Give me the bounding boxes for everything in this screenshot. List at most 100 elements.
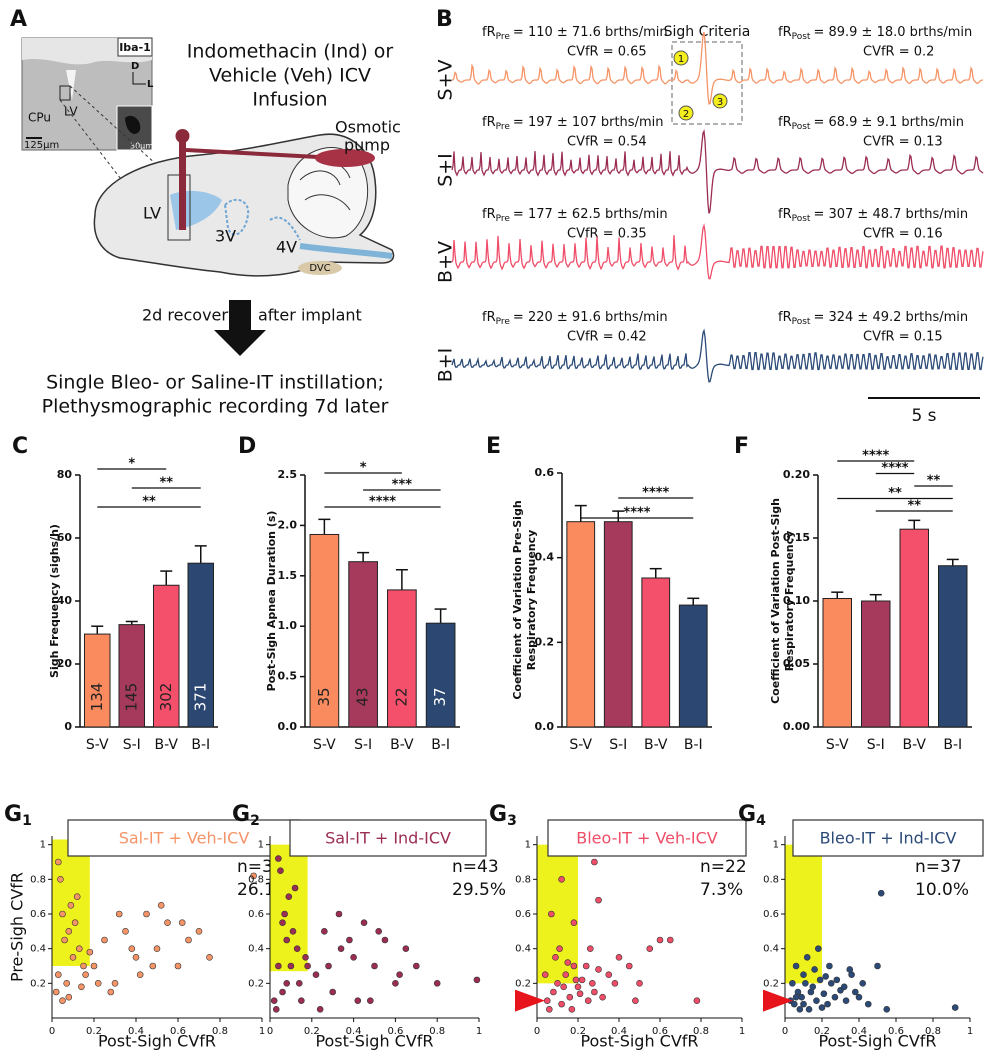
time-scale-label: 5 s — [911, 406, 936, 426]
scatter-point — [574, 983, 582, 991]
cannula — [179, 140, 186, 230]
y-tick-label: 1.5 — [278, 569, 298, 582]
scatter-point — [375, 928, 382, 935]
scatter-point — [157, 902, 165, 909]
scatter-point — [291, 884, 299, 892]
rate-text: fRPre = 197 ± 107 brths/min — [482, 115, 663, 132]
scatter-point — [275, 962, 282, 970]
rate-subscript: Post — [792, 317, 811, 327]
scatter-point — [153, 945, 161, 952]
scatter-point — [560, 983, 567, 991]
title-box — [792, 819, 984, 857]
scatter-point — [790, 1000, 798, 1008]
rate-value: = 197 ± 107 brths/min — [513, 115, 664, 130]
x-tick-label: 0 — [49, 1026, 55, 1037]
percent-label: 7.3% — [700, 880, 743, 900]
y-tick-label: 1.0 — [278, 619, 298, 632]
region-label: 3V — [215, 227, 236, 246]
x-axis-label: Post-Sigh CVfR — [315, 1032, 433, 1050]
scatter-point — [57, 876, 64, 883]
x-tick-label: 0.8 — [925, 1026, 941, 1037]
scatter-point — [883, 1006, 891, 1013]
scatter-point — [615, 954, 623, 961]
scatter-point — [877, 889, 885, 897]
y-tick-label: 20 — [57, 657, 73, 670]
scatter-point — [402, 945, 410, 952]
bar-count-label: 145 — [122, 683, 140, 712]
criteria-number: 2 — [683, 109, 689, 120]
scatter-point — [54, 858, 62, 866]
rate-symbol: fR — [482, 310, 496, 325]
criteria-number: 1 — [678, 54, 684, 65]
y-tick-label: 40 — [57, 594, 73, 607]
y-tick-label: 0.6 — [515, 909, 531, 920]
panel-a: A Iba-1 D L CPu LV 125µm 30µm Indomethac… — [10, 7, 401, 418]
x-tick-label: 0 — [534, 1026, 540, 1037]
bar-count-label: 371 — [191, 683, 209, 712]
scatter-point — [59, 910, 66, 918]
scatter-point — [101, 936, 108, 944]
scatter-point — [185, 936, 192, 944]
y-tick-label: 0.2 — [535, 635, 555, 648]
scatter-point — [65, 993, 73, 1001]
significance-label: ** — [159, 476, 173, 491]
orientation-arrows — [132, 72, 146, 85]
scatter-point — [570, 962, 578, 970]
scatter-point — [558, 876, 565, 883]
scatter-point — [80, 962, 87, 970]
scatter-point — [279, 919, 286, 926]
cv-text: CVfR = 0.2 — [863, 45, 934, 60]
x-tick-label: 0.6 — [170, 1026, 186, 1037]
x-tick-label: 0.6 — [387, 1026, 403, 1037]
panel-label: A — [10, 7, 27, 32]
cv-text: CVfR = 0.65 — [567, 45, 647, 60]
y-tick-label: 0.8 — [763, 874, 779, 885]
y-tick-label: 0.2 — [515, 978, 531, 989]
x-tick-label: 0.4 — [128, 1026, 144, 1037]
scatter-point — [86, 948, 94, 956]
y-tick-label: 1 — [40, 840, 46, 851]
scatter-point — [543, 997, 551, 1004]
rate-value: = 177 ± 62.5 brths/min — [513, 207, 668, 222]
panel-label: C — [12, 434, 28, 459]
significance-label: **** — [623, 506, 650, 521]
pump — [315, 149, 375, 167]
scale-large: 125µm — [24, 140, 59, 151]
criteria-region — [537, 844, 578, 984]
scatter-point — [69, 954, 77, 961]
scatter-point — [90, 962, 98, 970]
scatter-point — [321, 928, 328, 935]
rate-symbol: fR — [778, 115, 792, 130]
scatter-point — [636, 980, 643, 987]
cv-text: CVfR = 0.16 — [863, 227, 943, 242]
scatter-point — [61, 936, 68, 944]
scatter-point — [270, 997, 278, 1004]
y-axis-label: Post-Sigh Apnea Duration (s) — [265, 511, 278, 692]
scatter-point — [827, 980, 835, 987]
scatter-point — [805, 1006, 813, 1013]
scatter-point — [76, 945, 83, 952]
x-tick-label: S-I — [867, 737, 885, 753]
percent-label: 10.0% — [915, 880, 969, 900]
x-tick-label: 1 — [739, 1026, 745, 1037]
scatter-point — [73, 893, 81, 900]
panel-label: G1 — [4, 802, 32, 829]
scatter-point — [283, 936, 291, 944]
scatter-point — [820, 990, 828, 998]
x-axis-label: Post-Sigh CVfR — [580, 1032, 698, 1050]
trace-label: B+I — [435, 348, 457, 383]
scatter-point — [558, 1000, 565, 1008]
n-label: n=37 — [915, 857, 962, 877]
title-box — [289, 819, 487, 857]
scatter-point — [822, 973, 830, 980]
respiratory-trace — [451, 223, 984, 280]
x-tick-label: 1 — [259, 1026, 265, 1037]
microglia — [125, 115, 141, 134]
bar — [899, 528, 929, 728]
scatter-point — [78, 983, 85, 991]
bar-count-label: 43 — [354, 687, 372, 706]
y-tick-label: 0.8 — [248, 874, 264, 885]
dorsal-label: D — [131, 61, 139, 72]
x-tick-label: B-V — [155, 737, 179, 753]
